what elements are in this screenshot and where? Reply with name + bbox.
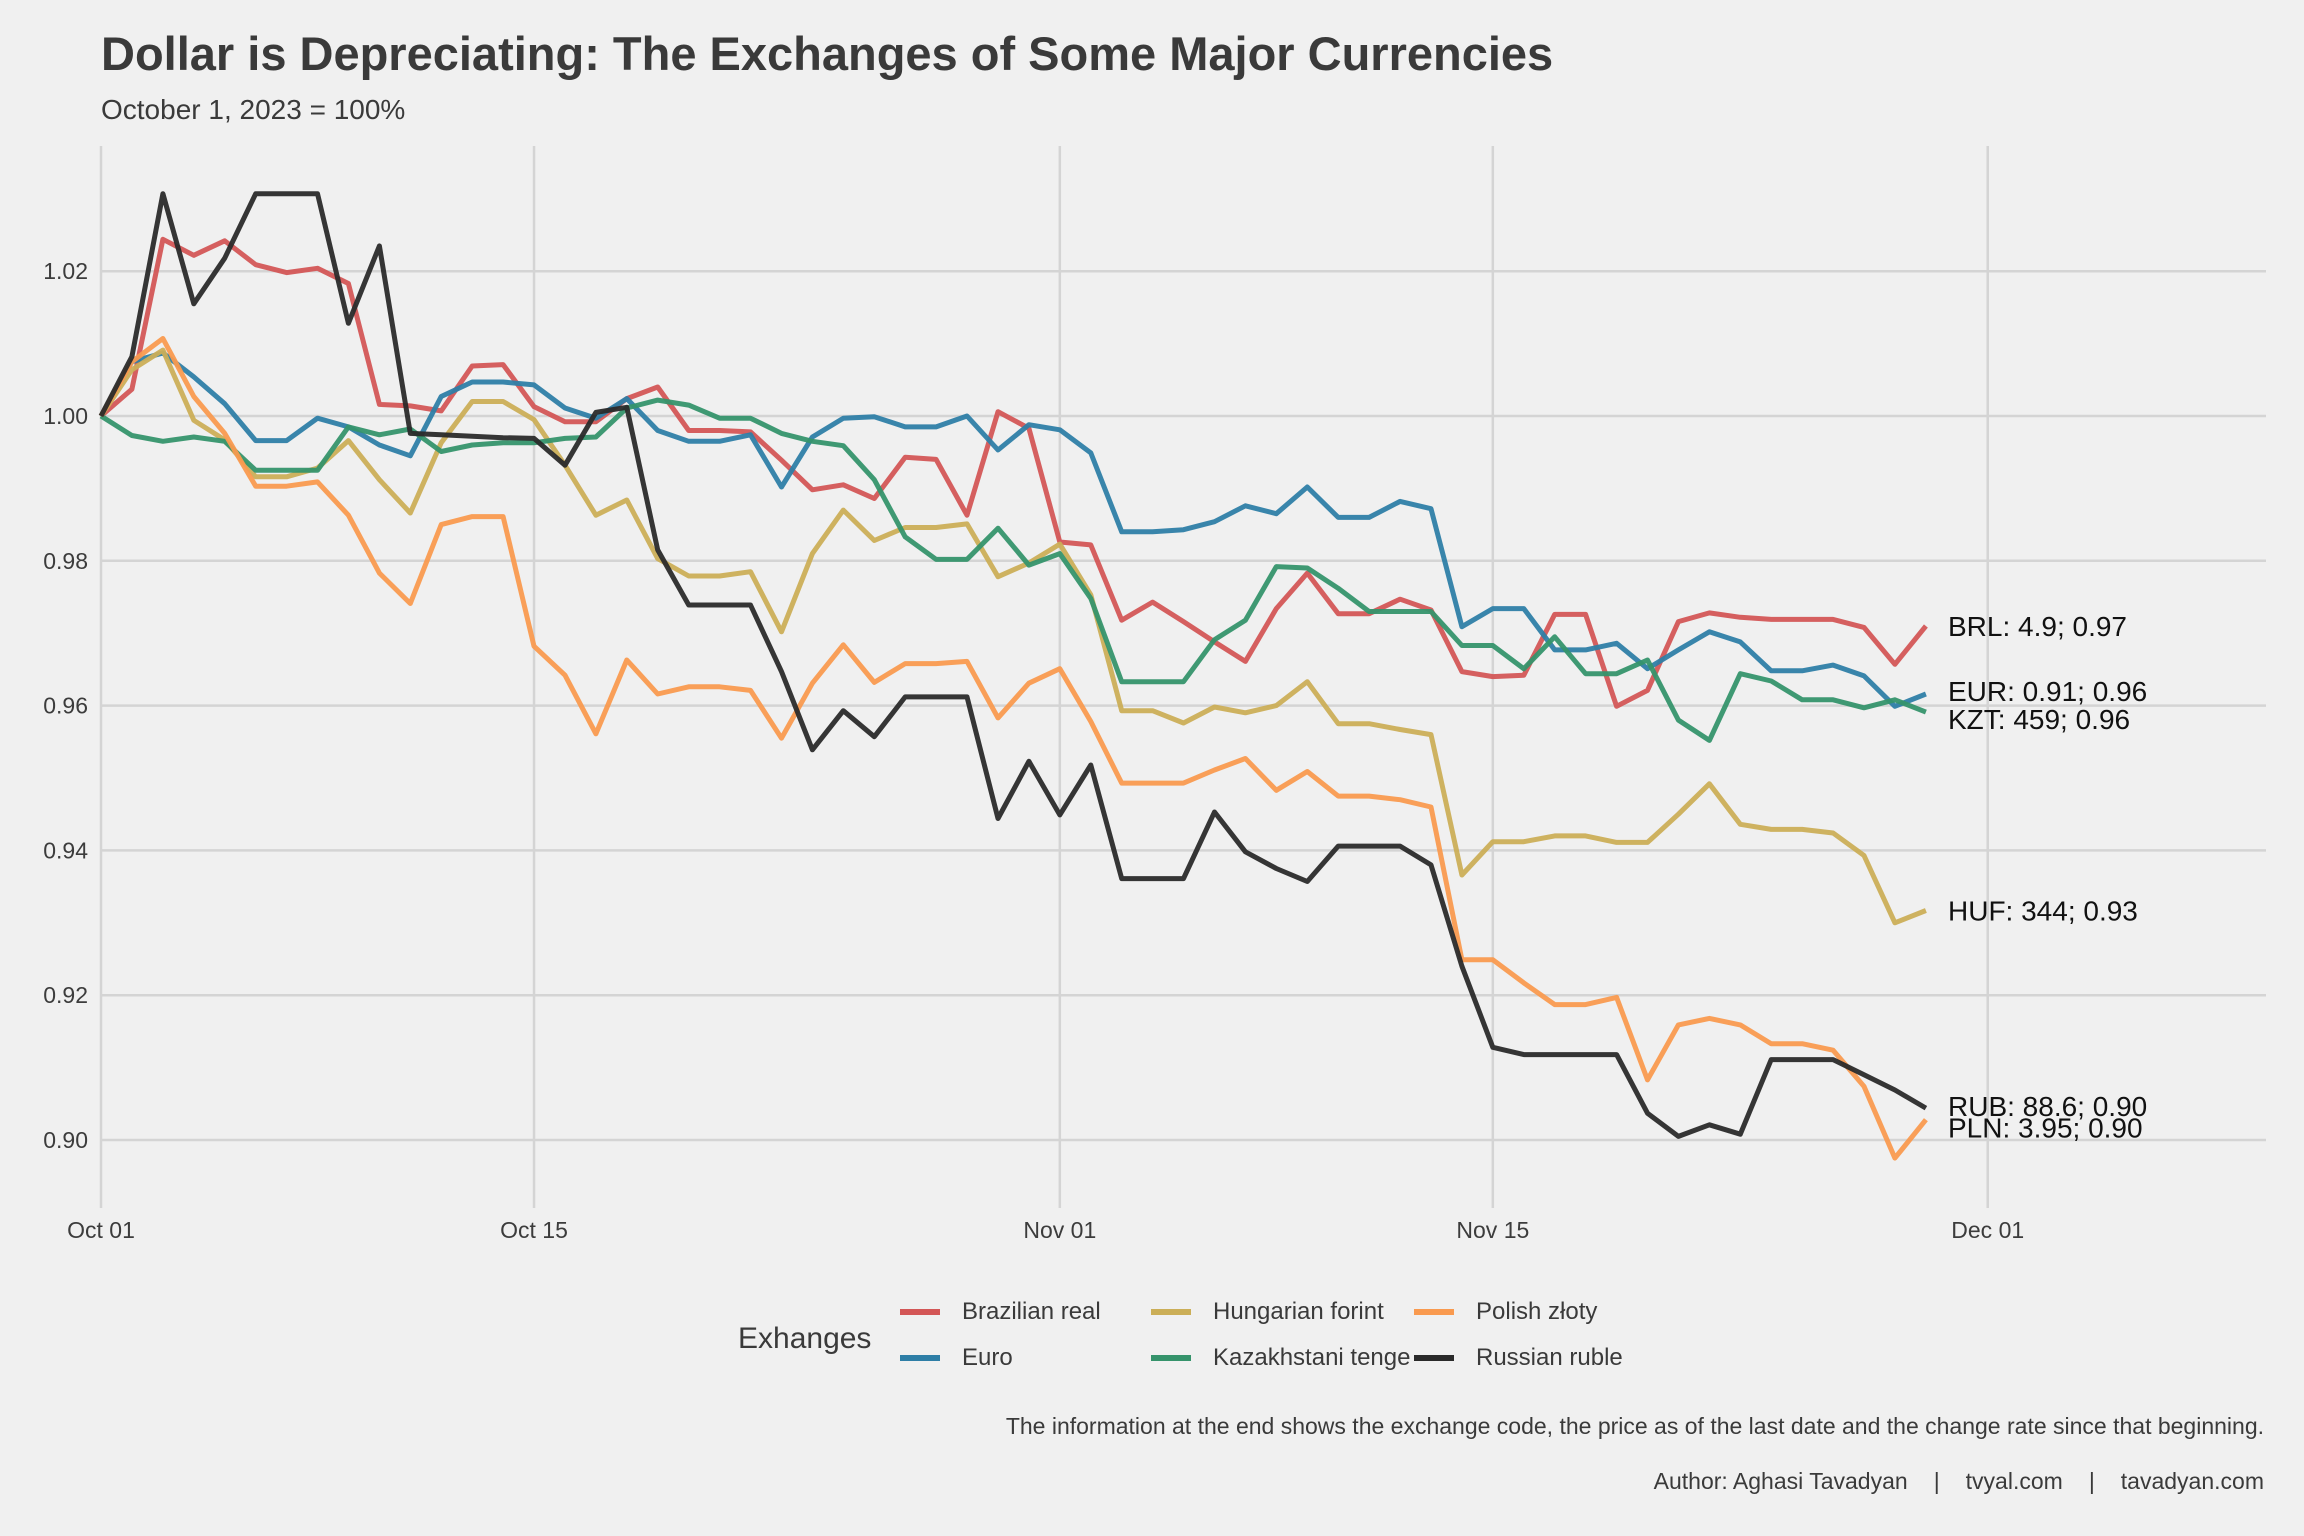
legend-label: Brazilian real — [962, 1298, 1101, 1325]
x-tick-label: Oct 01 — [67, 1217, 135, 1243]
legend-item-euro[interactable]: Euro — [900, 1344, 1013, 1372]
legend-key-kazakhstani-tenge — [1151, 1355, 1191, 1361]
end-labels: BRL: 4.9; 0.97 EUR: 0.91; 0.96 HUF: 344; 0… — [1948, 611, 2147, 1144]
legend-item-brazilian-real[interactable]: Brazilian real — [900, 1298, 1101, 1326]
series-line-pln — [98, 336, 1928, 1161]
end-label-huf: HUF: 344; 0.93 — [1948, 895, 2138, 926]
legend-item-kazakhstani-tenge[interactable]: Kazakhstani tenge — [1151, 1344, 1410, 1372]
end-label-rub: RUB: 88.6; 0.90 — [1948, 1091, 2147, 1122]
legend-item-russian-ruble[interactable]: Russian ruble — [1414, 1344, 1623, 1372]
legend-key-polish-zloty — [1414, 1309, 1454, 1315]
x-tick-label: Oct 15 — [500, 1217, 568, 1243]
end-label-kzt: KZT: 459; 0.96 — [1948, 704, 2130, 735]
legend-key-euro — [900, 1355, 940, 1361]
legend-label: Kazakhstani tenge — [1213, 1344, 1411, 1371]
site-link-tvyal[interactable]: tvyal.com — [1965, 1468, 2063, 1494]
y-axis-tick-labels: 0.90 0.92 0.94 0.96 0.98 1.00 1.02 — [43, 258, 88, 1153]
legend-key-brazilian-real — [900, 1309, 940, 1315]
end-label-brl: BRL: 4.9; 0.97 — [1948, 611, 2127, 642]
end-label-pln: PLN: 3.95; 0.90 — [1948, 1113, 2143, 1144]
series-line-eur — [98, 350, 1927, 709]
y-tick-label: 0.98 — [43, 548, 88, 574]
y-tick-label: 1.00 — [43, 403, 88, 429]
y-tick-label: 0.94 — [43, 837, 88, 863]
legend-title: Exhanges — [738, 1322, 872, 1355]
y-tick-label: 0.92 — [43, 982, 88, 1008]
legend-label: Russian ruble — [1476, 1344, 1623, 1371]
legend-item-polish-zloty[interactable]: Polish złoty — [1414, 1298, 1597, 1326]
x-tick-label: Nov 01 — [1023, 1217, 1096, 1243]
caption-credits: Author: Aghasi Tavadyan | tvyal.com | tavady… — [1654, 1468, 2264, 1495]
legend-key-russian-ruble — [1414, 1355, 1454, 1361]
author-credit: Author: Aghasi Tavadyan — [1653, 1468, 1908, 1494]
series-lines — [98, 191, 1928, 1161]
series-line-rub — [98, 191, 1928, 1139]
legend-label: Hungarian forint — [1213, 1298, 1384, 1325]
series-line-huf — [98, 347, 1927, 926]
chart-subtitle: October 1, 2023 = 100% — [101, 94, 406, 125]
legend-label: Polish złoty — [1476, 1298, 1598, 1325]
end-label-eur: EUR: 0.91; 0.96 — [1948, 676, 2147, 707]
y-tick-label: 1.02 — [43, 258, 88, 284]
separator: | — [1933, 1468, 1940, 1494]
grid-lines — [99, 146, 2266, 1208]
y-tick-label: 0.96 — [43, 693, 88, 719]
y-tick-label: 0.90 — [43, 1127, 88, 1153]
chart-title: Dollar is Depreciating: The Exchanges of… — [101, 27, 1554, 80]
site-link-tavadyan[interactable]: tavadyan.com — [2120, 1468, 2264, 1494]
x-tick-label: Nov 15 — [1456, 1217, 1529, 1243]
legend-key-hungarian-forint — [1151, 1309, 1191, 1315]
x-axis-tick-labels: Oct 01 Oct 15 Nov 01 Nov 15 Dec 01 — [67, 1217, 2024, 1243]
x-tick-label: Dec 01 — [1951, 1217, 2024, 1243]
separator: | — [2088, 1468, 2095, 1494]
legend-item-hungarian-forint[interactable]: Hungarian forint — [1151, 1298, 1384, 1326]
caption-note: The information at the end shows the exc… — [1005, 1413, 2264, 1439]
series-line-kzt — [99, 397, 1927, 743]
legend-label: Euro — [962, 1344, 1013, 1371]
